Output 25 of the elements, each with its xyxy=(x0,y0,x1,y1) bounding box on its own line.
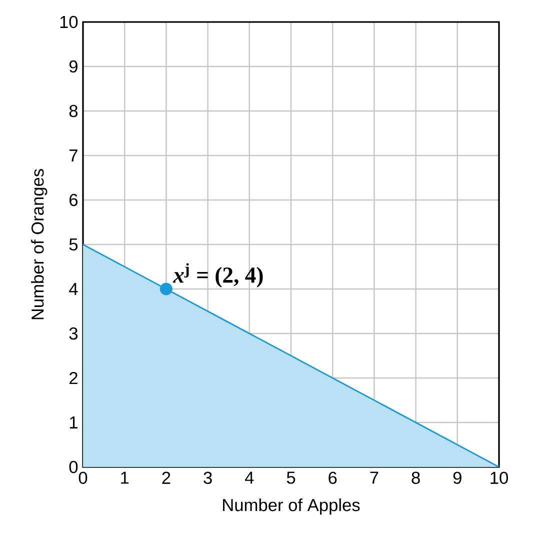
x-tick-label: 8 xyxy=(412,472,420,484)
x-tick-label: 7 xyxy=(370,472,378,484)
x-tick-label: 0 xyxy=(78,472,88,484)
y-tick-label: 5 xyxy=(69,238,78,251)
x-tick-label: 2 xyxy=(162,472,170,484)
y-tick-label: 8 xyxy=(69,104,78,118)
x-tick-label: 5 xyxy=(286,472,296,484)
y-tick-label: 6 xyxy=(70,194,78,206)
y-tick-label: 9 xyxy=(69,60,78,73)
y-tick-label: 10 xyxy=(60,16,78,28)
y-tick-label: 3 xyxy=(69,327,78,340)
y-tick-label: 0 xyxy=(69,460,78,474)
x-tick-label: 10 xyxy=(490,472,508,484)
y-axis-title: Number of Oranges xyxy=(31,169,48,320)
y-tick-label: 2 xyxy=(70,372,78,384)
y-tick-label: 1 xyxy=(70,416,78,428)
x-tick-label: 9 xyxy=(453,472,462,484)
y-tick-label: 7 xyxy=(70,150,78,162)
annotation: x$^{j}$ = (2, 4) xyxy=(172,263,263,288)
x-tick-label: 1 xyxy=(121,472,129,484)
x-axis-title: Number of Apples xyxy=(223,498,360,515)
y-tick-label: 4 xyxy=(69,283,78,295)
x-tick-label: 4 xyxy=(244,472,254,484)
x-tick-label: 3 xyxy=(204,472,212,484)
x-tick-label: 6 xyxy=(328,472,337,484)
